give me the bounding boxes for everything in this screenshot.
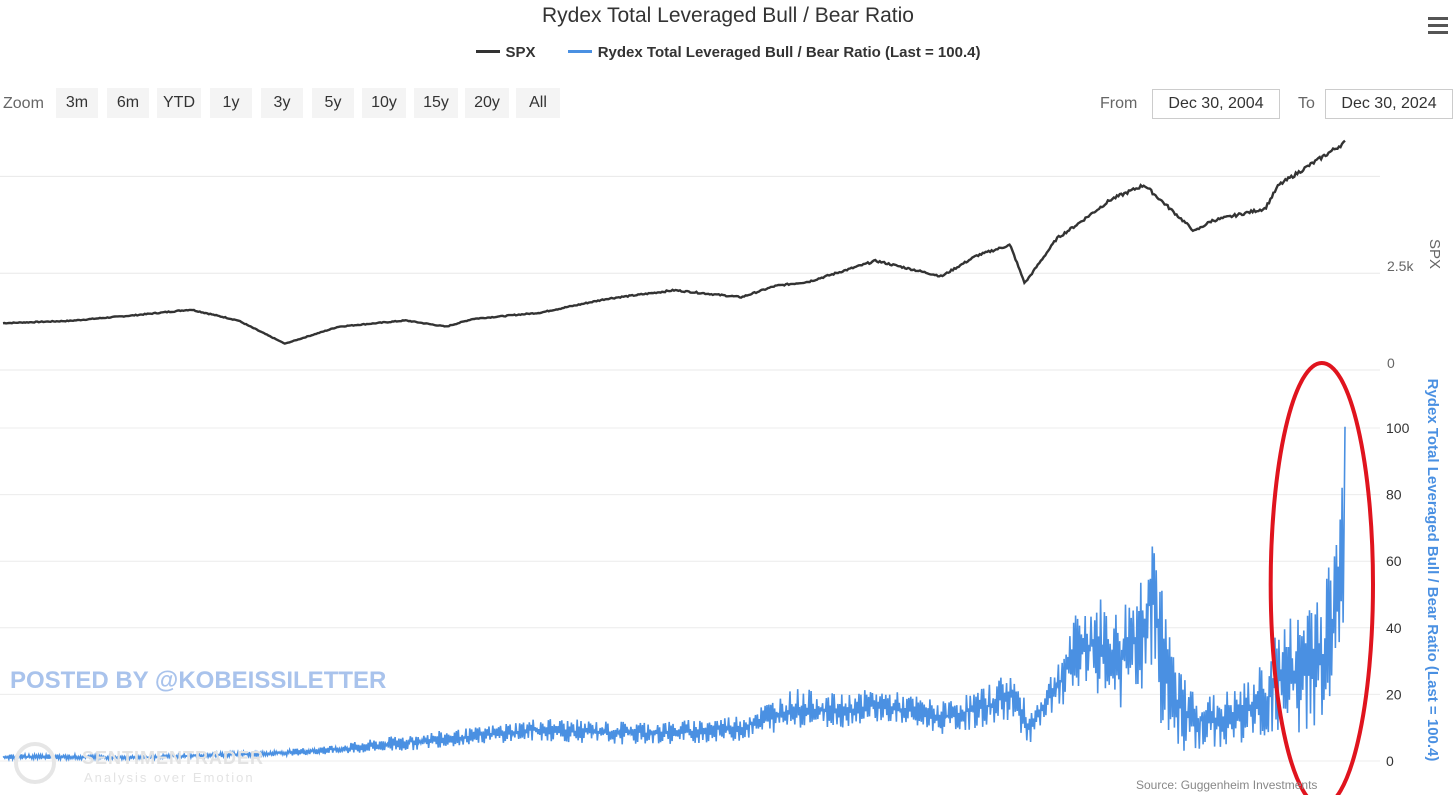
series-line-spx xyxy=(2,139,1346,345)
ratio-tick-label: 60 xyxy=(1386,553,1402,569)
zoom-button-10y[interactable]: 10y xyxy=(362,88,406,118)
spx-axis-title: SPX xyxy=(1426,239,1443,269)
legend-item-spx[interactable]: SPX xyxy=(475,44,536,61)
zoom-button-6m[interactable]: 6m xyxy=(107,88,149,118)
ratio-tick-label: 100 xyxy=(1386,420,1410,436)
zoom-button-ytd[interactable]: YTD xyxy=(157,88,201,118)
highlight-ellipse xyxy=(1268,361,1375,795)
legend-swatch-spx xyxy=(475,49,500,53)
zoom-button-3m[interactable]: 3m xyxy=(56,88,98,118)
logo-text: SENTIMENTRADER xyxy=(82,748,265,768)
ratio-tick-label: 80 xyxy=(1386,487,1402,503)
ratio-tick-label: 20 xyxy=(1386,686,1402,702)
range-to-input[interactable] xyxy=(1325,89,1453,119)
ratio-axis-title: Rydex Total Leveraged Bull / Bear Ratio … xyxy=(1424,379,1441,762)
zoom-button-5y[interactable]: 5y xyxy=(312,88,354,118)
ratio-tick-label: 0 xyxy=(1386,753,1394,769)
range-to-label: To xyxy=(1298,95,1315,112)
legend-label-spx: SPX xyxy=(505,44,536,61)
legend-item-rydex[interactable]: Rydex Total Leveraged Bull / Bear Ratio … xyxy=(567,44,981,61)
range-from-label: From xyxy=(1100,95,1138,112)
zoom-button-15y[interactable]: 15y xyxy=(414,88,458,118)
spx-axis-ticks: 2.5k 0 xyxy=(1387,258,1414,371)
series-layer xyxy=(2,139,1346,763)
zoom-button-3y[interactable]: 3y xyxy=(261,88,303,118)
chart-legend: SPX Rydex Total Leveraged Bull / Bear Ra… xyxy=(0,44,1456,61)
zoom-button-all[interactable]: All xyxy=(516,88,560,118)
chart-title: Rydex Total Leveraged Bull / Bear Ratio xyxy=(542,4,914,27)
watermark: POSTED BY @KOBEISSILETTER xyxy=(10,667,387,694)
logo-subtext: Analysis over Emotion xyxy=(84,770,255,785)
spx-tick-label: 2.5k xyxy=(1387,258,1414,274)
spx-tick-label: 0 xyxy=(1387,355,1395,371)
grid-lines xyxy=(0,175,1380,762)
ratio-tick-label: 40 xyxy=(1386,620,1402,636)
range-from-input[interactable] xyxy=(1152,89,1280,119)
source-credit: Source: Guggenheim Investments xyxy=(1136,778,1318,792)
zoom-label: Zoom xyxy=(3,95,44,112)
hamburger-menu-icon[interactable] xyxy=(1426,16,1450,36)
sentimentrader-logo-icon xyxy=(14,742,56,784)
zoom-button-1y[interactable]: 1y xyxy=(210,88,252,118)
ratio-axis-ticks: 0 20 40 60 80 100 xyxy=(1386,420,1410,769)
series-line-rydex-ratio xyxy=(2,426,1346,763)
legend-label-rydex: Rydex Total Leveraged Bull / Bear Ratio … xyxy=(597,44,981,61)
zoom-button-20y[interactable]: 20y xyxy=(465,88,509,118)
legend-swatch-rydex xyxy=(567,49,592,53)
